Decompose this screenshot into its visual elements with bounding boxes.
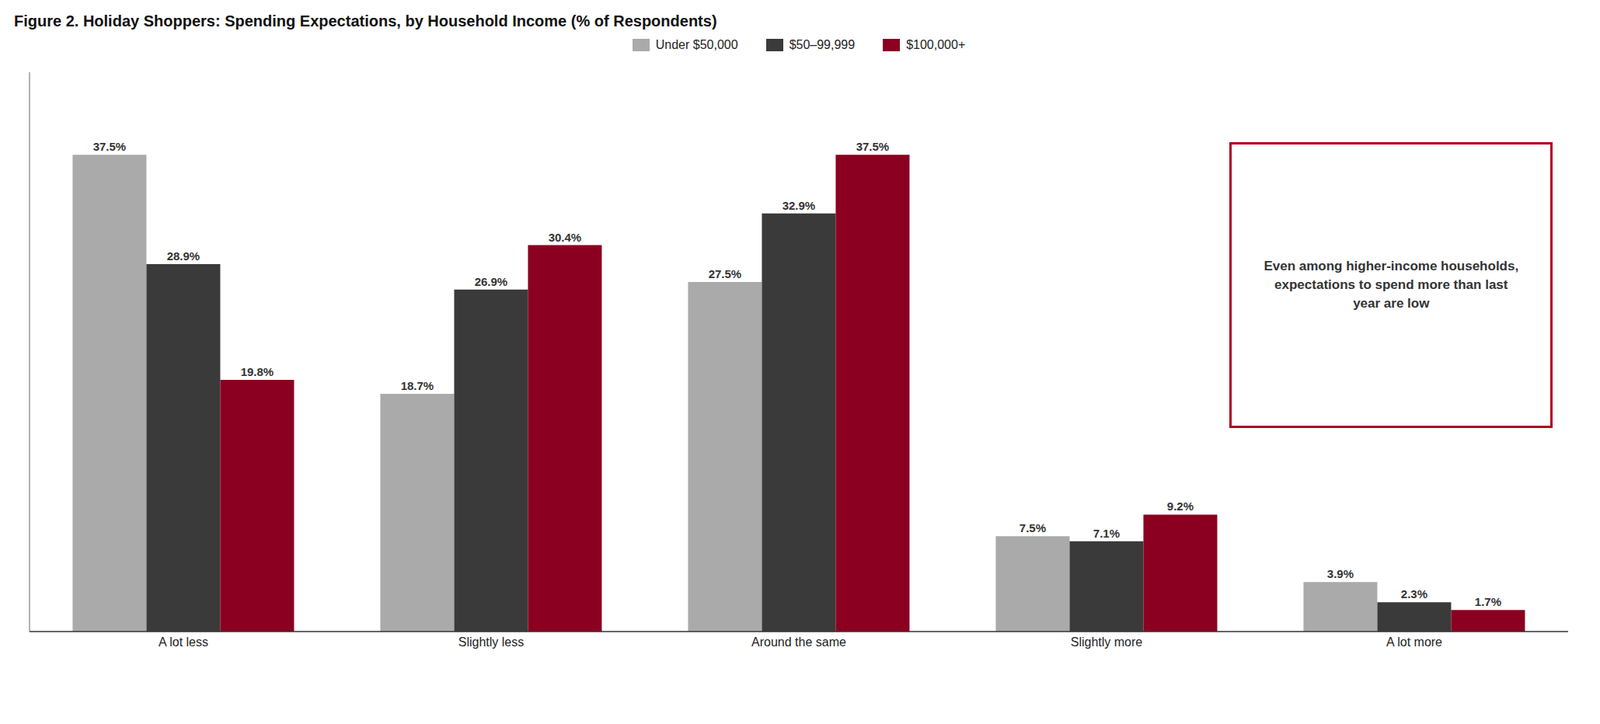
html-text:Figure 2. Holiday Shoppers: Sp: Figure 2. Holiday Shoppers: Spending Exp… [13,12,717,30]
html-text:$50–99,999: $50–99,999 [789,38,855,52]
html-text:$100,000+: $100,000+ [906,38,966,52]
svg-text:Slightly less: Slightly less [458,635,524,649]
svg-text:32.9%: 32.9% [782,198,816,213]
svg-text:30.4%: 30.4% [548,230,583,245]
svg-text:37.5%: 37.5% [856,139,890,154]
svg-text:1.7%: 1.7% [1474,595,1502,609]
svg-text:3.9%: 3.9% [1327,567,1354,581]
svg-text:28.9%: 28.9% [167,249,201,263]
svg-text:7.5%: 7.5% [1019,521,1046,535]
svg-text:2.3%: 2.3% [1401,587,1428,601]
html-text:Even among higher-income house: Even among higher-income households, exp… [1263,258,1519,311]
svg-text:19.8%: 19.8% [240,365,275,379]
svg-text:7.1%: 7.1% [1093,526,1120,541]
svg-text:18.7%: 18.7% [400,379,435,393]
svg-text:Slightly more: Slightly more [1070,635,1144,649]
svg-text:27.5%: 27.5% [708,267,743,281]
svg-text:A lot less: A lot less [158,635,209,649]
svg-text:9.2%: 9.2% [1167,499,1194,513]
html-text:Under $50,000: Under $50,000 [655,38,738,52]
svg-text:26.9%: 26.9% [474,275,509,289]
svg-text:Around the same: Around the same [751,635,847,649]
svg-text:37.5%: 37.5% [93,139,127,154]
svg-text:A lot more: A lot more [1386,635,1443,649]
